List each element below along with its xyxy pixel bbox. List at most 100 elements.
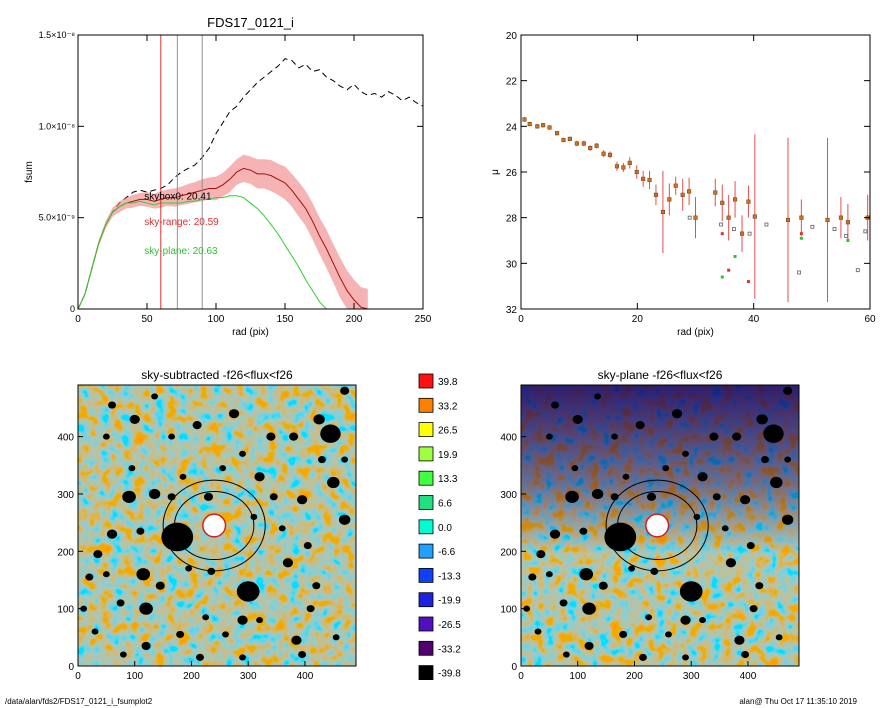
mu-outlier-4 [799,236,803,240]
mu-point-18 [641,176,646,181]
fsum-ytick-label-2: 1.0×10⁻⁸ [39,121,76,131]
colorbar-swatch-3 [418,446,434,462]
map-sky-subtracted-mask-21 [192,421,202,430]
mu-point-35 [799,215,804,220]
map-sky-subtracted-mask-51 [239,450,246,457]
map-sky-subtracted-frame [77,384,357,667]
mu-point-33 [752,214,757,219]
map-sky-subtracted-ytick-label-3: 300 [57,490,74,501]
map-sky-plane-mask-4 [579,527,588,535]
colorbar-label-11: -33.2 [438,644,461,655]
colorbar-swatch-10 [418,616,434,632]
mu-point-25 [687,189,692,194]
mu-point-38 [845,220,850,225]
mu-point-22 [667,197,672,202]
map-sky-plane-mask-54 [523,605,531,612]
map-sky-plane-title: sky-plane -f26<flux<f26 [598,368,723,382]
mu-ytick-label-1: 22 [506,77,518,88]
colorbar-label-6: 0.0 [438,523,452,534]
map-sky-subtracted-ytick-label-1: 100 [57,605,74,616]
mu-grey-point-6 [810,224,815,229]
mu-grey-point-5 [797,270,801,275]
map-sky-plane-mask-32 [749,605,758,613]
colorbar-swatch-0 [418,373,434,389]
map-sky-subtracted-mask-43 [202,614,210,621]
map-sky-subtracted-mask-54 [80,605,88,612]
fsum-ytick-label-3: 1.5×10⁻⁸ [39,30,76,40]
map-sky-plane-mask-47 [571,465,579,472]
mu-grey-point-4 [764,222,769,227]
map-sky-plane-xtick-label-2: 200 [626,671,643,682]
mu-grey-point-7 [832,227,837,231]
map-sky-subtracted-mask-18 [185,565,193,572]
map-sky-subtracted-xtick-label-2: 200 [183,671,200,682]
colorbar-swatch-9 [418,592,434,608]
map-sky-plane-ytick-label-1: 100 [500,605,517,616]
map-sky-plane-mask-18 [628,565,636,572]
map-sky-subtracted-mask-7 [155,581,165,590]
fsum-x-axis-label: rad (pix) [232,327,269,338]
map-sky-plane-mask-40 [784,456,792,463]
mu-profile-panel: 0 20 40 60 20 22 24 26 28 30 32 rad (pix) μ [490,31,876,338]
fsum-xtick-label-5: 250 [415,314,432,325]
mu-ytick-label-5: 30 [506,259,518,270]
map-sky-subtracted-mask-24 [108,401,117,409]
map-sky-plane-mask-35 [783,386,793,395]
mu-outlier-6 [720,275,724,279]
map-sky-subtracted-mask-34 [282,558,294,568]
mu-xtick-label-2: 40 [748,314,760,325]
colorbar-label-5: 6.6 [438,499,452,510]
map-sky-plane-ytick-label-4: 400 [500,433,517,444]
map-sky-plane-aperture-ellipse-0 [616,490,698,561]
map-sky-subtracted-mask-17 [207,567,216,575]
map-sky-subtracted-mask-1 [122,490,136,503]
sky-plane-map-panel: sky-plane -f26<flux<f26 0 100 200 300 400 0 100… [500,368,800,682]
map-sky-subtracted-ytick-label-4: 400 [57,433,74,444]
mu-outlier-7 [846,239,850,242]
map-sky-subtracted-mask-56 [196,653,204,661]
colorbar-swatch-6 [418,519,434,535]
map-sky-plane-mask-6 [582,602,596,615]
mu-grey-point-10 [863,229,868,234]
map-sky-plane-mask-50 [721,525,729,532]
map-sky-subtracted-mask-22 [228,409,240,419]
map-sky-plane-mask-44 [665,631,672,638]
map-sky-plane-mask-48 [622,473,630,480]
mu-point-12 [601,151,606,156]
mu-ytick-label-2: 24 [506,122,518,133]
map-sky-subtracted-mask-58 [332,634,340,641]
map-sky-subtracted-mask-9 [237,615,248,625]
fsum-xtick-label-4: 200 [346,314,363,325]
mu-grey-point-2 [731,227,736,231]
map-sky-subtracted-mask-23 [129,414,140,425]
map-sky-plane-mask-10 [770,476,783,489]
map-sky-plane-mask-20 [646,492,657,501]
map-sky-plane-mask-8 [679,581,703,602]
fsum-xtick-label-2: 100 [208,314,225,325]
mu-frame [520,34,871,310]
mu-grey-point-0 [687,215,692,220]
mu-ytick-label-6: 32 [506,305,518,316]
map-sky-subtracted-mask-20 [203,492,214,501]
map-sky-subtracted-title: sky-subtracted -f26<flux<f26 [141,368,293,382]
map-sky-subtracted-mask-29 [141,641,151,651]
mu-point-14 [614,164,620,169]
mu-outlier-3 [799,232,803,236]
map-sky-subtracted-mask-38 [317,455,326,464]
mu-point-11 [594,143,599,148]
fsum-frame [77,34,424,310]
fsum-xtick-label-0: 0 [75,314,81,325]
map-sky-plane-mask-51 [682,450,689,457]
mu-grey-point-9 [855,268,860,273]
map-sky-subtracted-mask-11 [338,514,351,525]
fsum-ytick-label-1: 5.0×10⁻⁹ [39,213,76,223]
map-sky-plane-mask-26 [528,573,537,581]
map-sky-subtracted-mask-39 [296,495,308,505]
mu-point-0 [522,117,527,122]
fsum-ytick-label-0: 0 [70,304,75,314]
mu-point-4 [547,125,552,130]
map-sky-plane-aperture-ellipse-1 [605,479,709,572]
map-sky-plane-mask-38 [760,455,769,464]
map-sky-plane-mask-28 [559,599,568,607]
